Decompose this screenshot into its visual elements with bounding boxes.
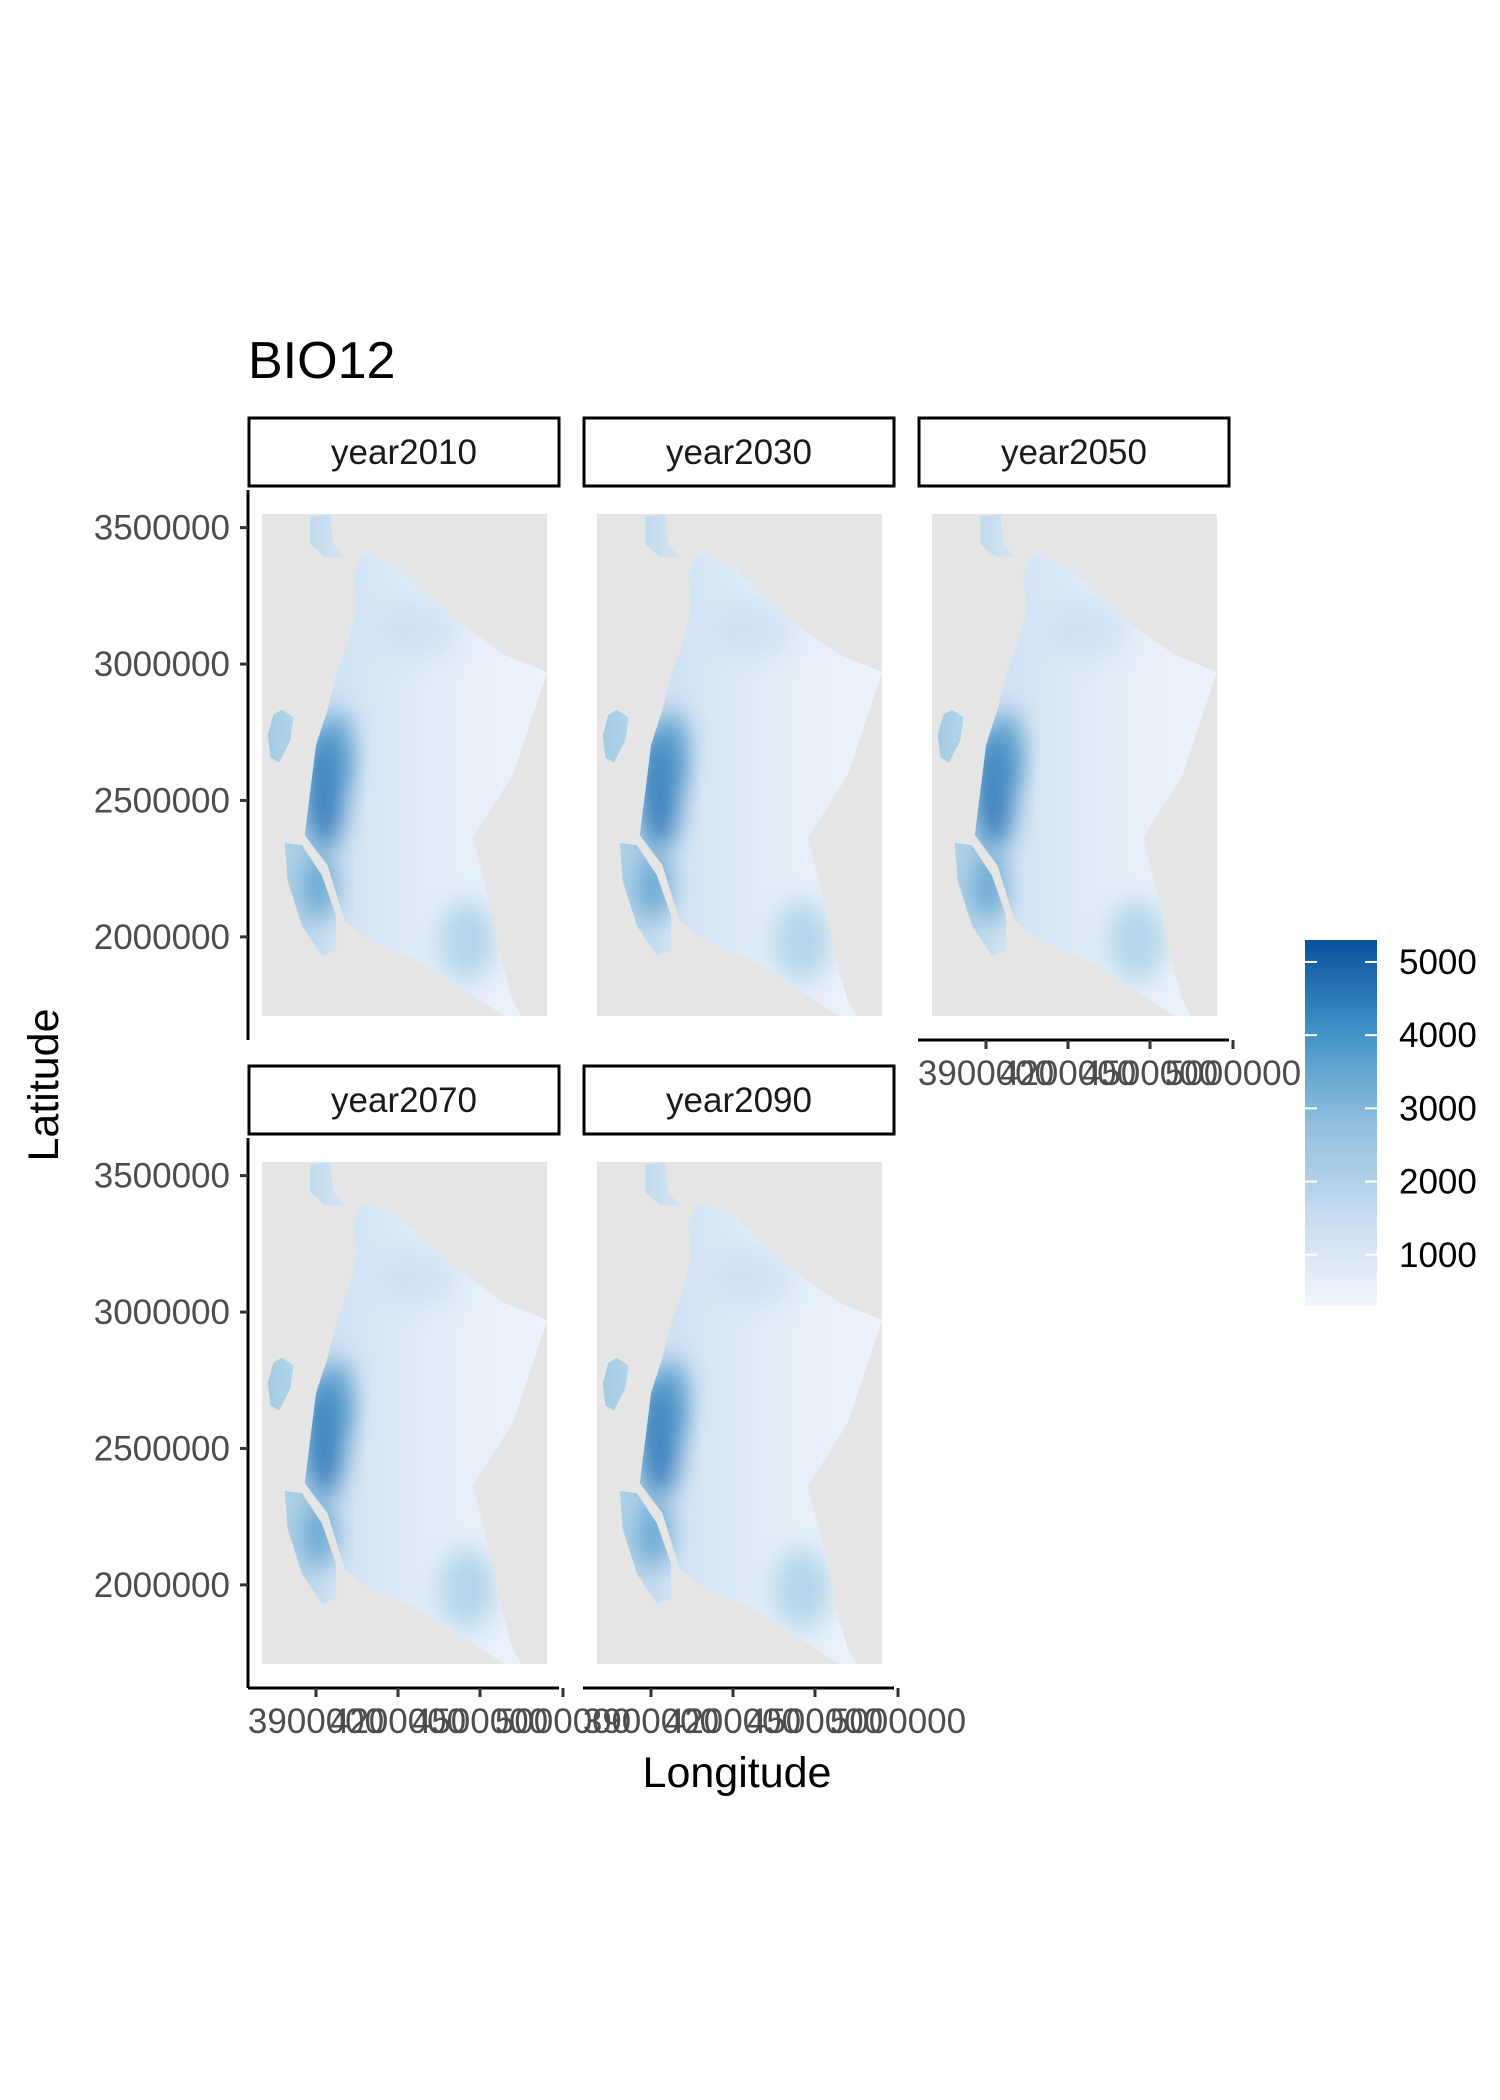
x-tick-label: 5000000 xyxy=(495,1702,631,1741)
facet-panel: year2010 xyxy=(247,416,561,1016)
x-tick-label: 4500000 xyxy=(747,1702,883,1741)
y-axis-title: Latitude xyxy=(20,1008,68,1161)
legend-label: 2000 xyxy=(1399,1163,1477,1202)
facet-panel: year2090 xyxy=(582,1064,896,1664)
color-legend: 1000 2000 3000 4000 5000 xyxy=(1305,940,1477,1306)
y-tick-label: 3000000 xyxy=(94,1293,230,1332)
x-tick-label: 3900000 xyxy=(583,1702,719,1741)
plot-title: BIO12 xyxy=(248,332,395,390)
y-tick-label: 3500000 xyxy=(94,509,230,548)
facet-panel: year2070 xyxy=(247,1064,561,1664)
y-axis: 2000000 2500000 3000000 3500000 xyxy=(94,490,250,1040)
legend-label: 1000 xyxy=(1399,1236,1477,1275)
x-axis-title: Longitude xyxy=(643,1749,832,1797)
x-tick-label: 4500000 xyxy=(1082,1054,1218,1093)
y-tick-label: 2000000 xyxy=(94,1566,230,1605)
x-tick-label: 4200000 xyxy=(330,1702,466,1741)
x-tick-label: 3900000 xyxy=(248,1702,384,1741)
legend-colorbar xyxy=(1305,940,1377,1306)
facet-panel: year2050 xyxy=(917,416,1231,1016)
x-tick-label: 4200000 xyxy=(1000,1054,1136,1093)
facet-strip-label: year2090 xyxy=(666,1081,812,1120)
facet-strip-label: year2010 xyxy=(331,433,477,472)
facet-strip xyxy=(917,416,1231,488)
x-tick-label: 3900000 xyxy=(918,1054,1054,1093)
facet-strip xyxy=(582,416,896,488)
y-tick-label: 2000000 xyxy=(94,918,230,957)
legend-label: 5000 xyxy=(1399,943,1477,982)
facet-panel: year2030 xyxy=(582,416,896,1016)
legend-label: 4000 xyxy=(1399,1016,1477,1055)
facet-strip-label: year2070 xyxy=(331,1081,477,1120)
y-tick-label: 3000000 xyxy=(94,645,230,684)
legend-label: 3000 xyxy=(1399,1089,1477,1128)
x-tick-label: 5000000 xyxy=(1165,1054,1301,1093)
x-tick-label: 4200000 xyxy=(665,1702,801,1741)
facet-strip xyxy=(582,1064,896,1136)
facet-strip xyxy=(247,1064,561,1136)
facet-panels: year2010 year2030 year2050 year2070 year2090… xyxy=(94,416,1301,1741)
y-tick-label: 2500000 xyxy=(94,781,230,820)
x-tick-label: 4500000 xyxy=(412,1702,548,1741)
facet-strip xyxy=(247,416,561,488)
y-tick-label: 2500000 xyxy=(94,1429,230,1468)
y-tick-label: 3500000 xyxy=(94,1157,230,1196)
y-axis: 2000000 2500000 3000000 3500000 xyxy=(94,1138,250,1688)
facet-strip-label: year2050 xyxy=(1001,433,1147,472)
facet-strip-label: year2030 xyxy=(666,433,812,472)
x-tick-label: 5000000 xyxy=(830,1702,966,1741)
